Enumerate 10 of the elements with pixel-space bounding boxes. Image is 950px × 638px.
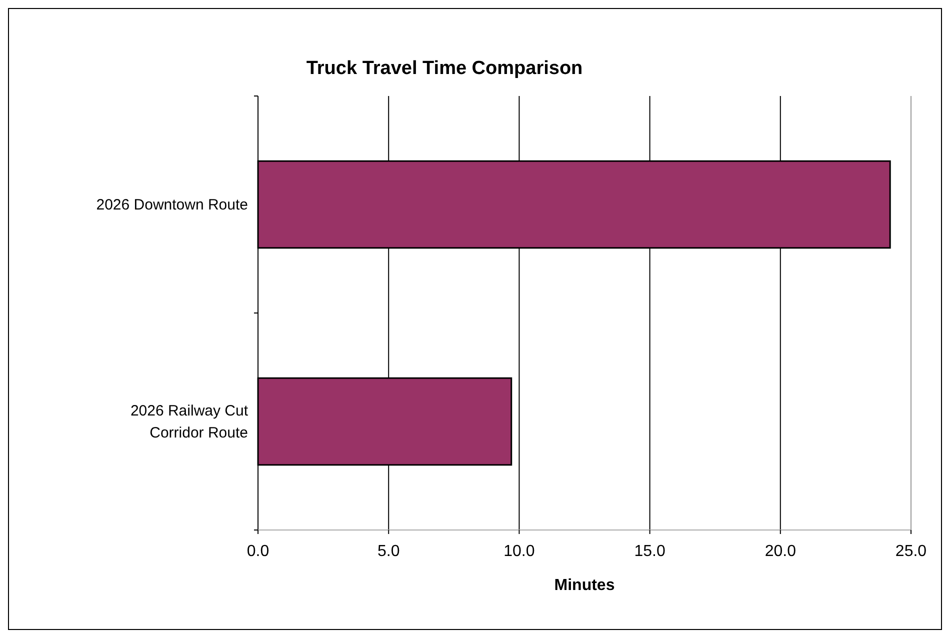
x-tick-label: 0.0 [246,543,270,560]
chart-title: Truck Travel Time Comparison [306,58,583,79]
y-tick-label: 2026 Railway Cut Corridor Route [130,402,249,442]
x-tick-label: 25.0 [895,543,927,560]
x-tick-label: 5.0 [377,543,400,560]
x-axis-title: Minutes [554,577,615,594]
x-tick-label: 20.0 [764,543,796,560]
y-tick-label: 2026 Downtown Route [96,196,248,214]
x-tick-label: 10.0 [504,543,535,560]
x-tick-label: 15.0 [634,543,666,560]
